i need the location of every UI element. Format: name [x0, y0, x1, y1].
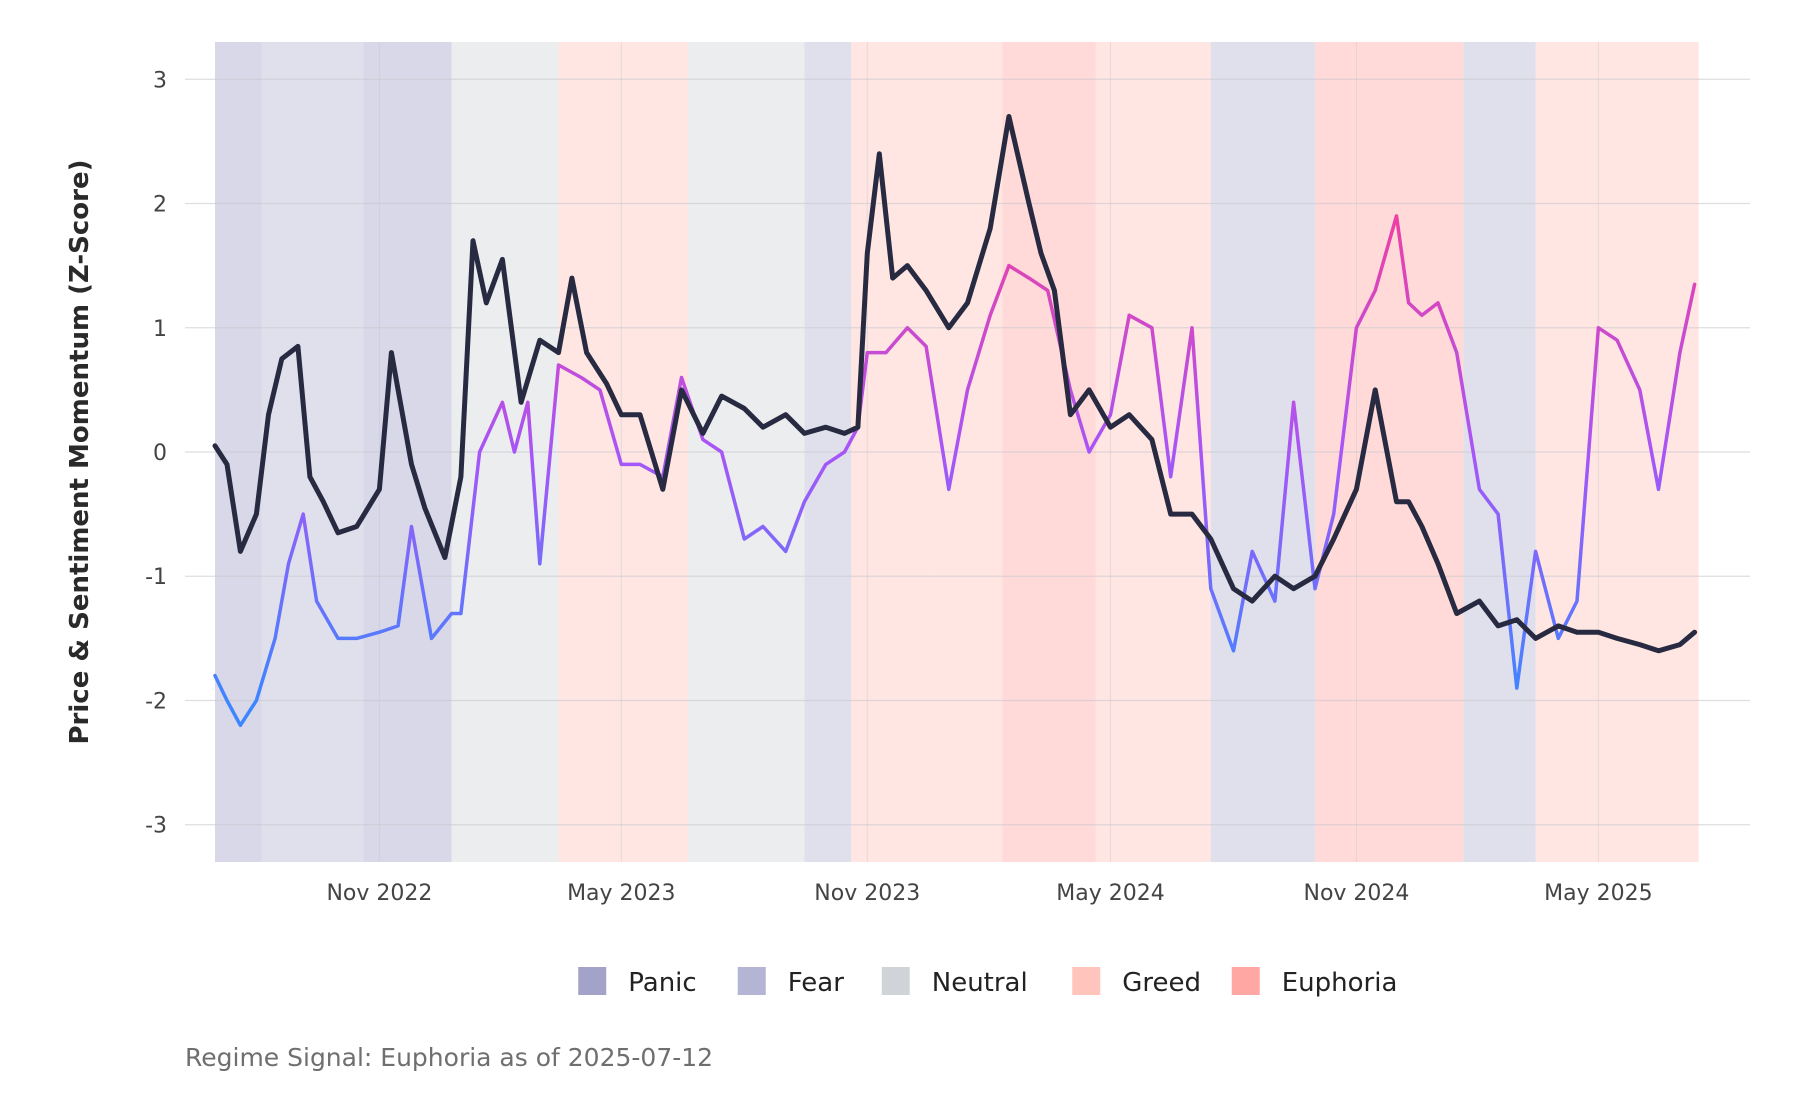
x-tick-label: Nov 2022 [326, 881, 432, 906]
legend-swatch-euphoria [1231, 967, 1260, 995]
y-tick-label: -3 [145, 814, 167, 839]
y-tick-label: 2 [153, 193, 167, 218]
legend-swatch-panic [578, 967, 607, 995]
caption: Regime Signal: Euphoria as of 2025-07-12 [185, 1043, 713, 1072]
x-tick-label: May 2024 [1056, 881, 1164, 906]
y-tick-label: 0 [153, 441, 167, 466]
price-momentum-line [212, 114, 1698, 654]
grid-lines [185, 42, 1750, 862]
legend-swatch-greed [1072, 967, 1101, 995]
x-axis: Nov 2022 May 2023 Nov 2023 May 2024 Nov 2024… [326, 881, 1652, 906]
legend-swatch-neutral [881, 967, 910, 995]
y-tick-label: -1 [145, 565, 167, 590]
legend-label-neutral: Neutral [932, 968, 1028, 998]
y-tick-label: 1 [153, 317, 167, 342]
legend: Panic Fear Neutral Greed Euphoria [578, 967, 1397, 998]
x-tick-label: Nov 2023 [814, 881, 920, 906]
legend-label-panic: Panic [628, 968, 696, 998]
legend-label-greed: Greed [1122, 968, 1201, 998]
legend-label-fear: Fear [788, 968, 844, 998]
x-tick-label: May 2023 [567, 881, 675, 906]
x-tick-label: May 2025 [1544, 881, 1652, 906]
series-lines [212, 114, 1698, 728]
y-axis-title: Price & Sentiment Momentum (Z-Score) [65, 160, 95, 745]
x-tick-label: Nov 2024 [1303, 881, 1409, 906]
y-axis: -3 -2 -1 0 1 2 3 [145, 68, 167, 838]
legend-swatch-fear [737, 967, 766, 995]
y-tick-label: 3 [153, 68, 167, 93]
legend-label-euphoria: Euphoria [1282, 968, 1398, 998]
y-tick-label: -2 [145, 689, 167, 714]
sentiment-momentum-line [213, 214, 1697, 728]
